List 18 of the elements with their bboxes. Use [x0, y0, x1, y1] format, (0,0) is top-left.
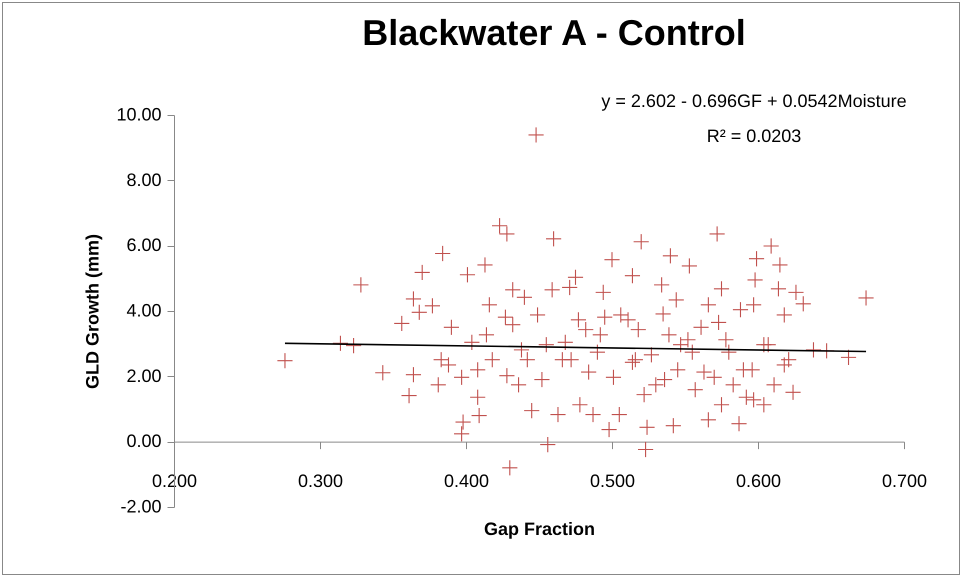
text: y = 2.602 - 0.696GF + 0.0542Moisture	[601, 91, 907, 111]
y-tick-label: 10.00	[116, 104, 162, 124]
y-tick-label: 4.00	[126, 300, 162, 320]
y-tick-label: 2.00	[126, 366, 162, 386]
y-axis-title: GLD Growth (mm)	[82, 234, 102, 389]
x-axis-title: Gap Fraction	[484, 519, 596, 540]
x-tick-label: 0.500	[590, 471, 636, 492]
y-tick-label: 0.00	[126, 431, 162, 452]
y-tick-label: 8.00	[126, 170, 162, 190]
y-tick-label: 6.00	[126, 235, 162, 256]
annotation: R² = 0.0203	[706, 126, 802, 146]
y-tick-label: -2.00	[120, 496, 162, 516]
x-tick-label: 0.700	[882, 471, 928, 492]
x-tick-label: 0.300	[298, 471, 344, 492]
x-tick-label: 0.400	[444, 471, 490, 492]
x-tick-label: 0.200	[152, 471, 198, 492]
x-tick-label: 0.600	[736, 471, 782, 492]
chart-title: Blackwater A - Control	[362, 12, 746, 53]
